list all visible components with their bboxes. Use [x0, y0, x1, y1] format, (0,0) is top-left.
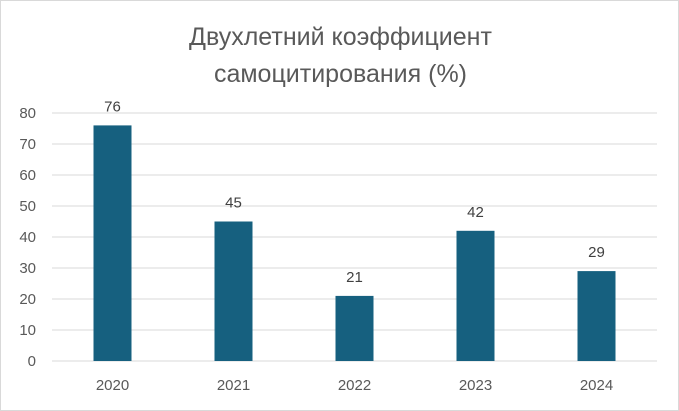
y-tick-label: 20: [19, 291, 36, 308]
y-axis-tick-labels: 0 10 20 30 40 50 60 70 80: [19, 105, 36, 370]
y-tick-label: 10: [19, 322, 36, 339]
bar-2022: [335, 295, 374, 361]
y-tick-label: 0: [28, 353, 36, 370]
chart-title-line-2: самоцитирования (%): [213, 60, 468, 88]
y-tick-label: 70: [19, 136, 36, 153]
data-label-2023: 42: [467, 204, 484, 221]
bar-2023: [456, 230, 495, 361]
bar-2021: [214, 221, 253, 361]
x-tick-label-2020: 2020: [96, 377, 129, 394]
x-tick-label-2023: 2023: [459, 377, 492, 394]
y-tick-label: 30: [19, 260, 36, 277]
y-tick-label: 80: [19, 105, 36, 122]
x-tick-label-2024: 2024: [580, 377, 613, 394]
data-label-2021: 45: [225, 195, 242, 212]
y-tick-label: 60: [19, 167, 36, 184]
x-tick-label-2022: 2022: [338, 377, 371, 394]
y-tick-label: 50: [19, 198, 36, 215]
x-tick-label-2021: 2021: [217, 377, 250, 394]
bars: [93, 125, 616, 362]
data-label-2020: 76: [104, 98, 121, 115]
y-tick-label: 40: [19, 229, 36, 246]
bar-2020: [93, 125, 132, 362]
data-label-2024: 29: [588, 244, 605, 261]
data-labels: 76 45 21 42 29: [104, 98, 605, 286]
bar-2024: [577, 271, 616, 361]
x-axis-tick-labels: 2020 2021 2022 2023 2024: [96, 377, 613, 394]
data-label-2022: 21: [346, 269, 363, 286]
chart-title-line-1: Двухлетний коэффициент: [189, 23, 492, 51]
